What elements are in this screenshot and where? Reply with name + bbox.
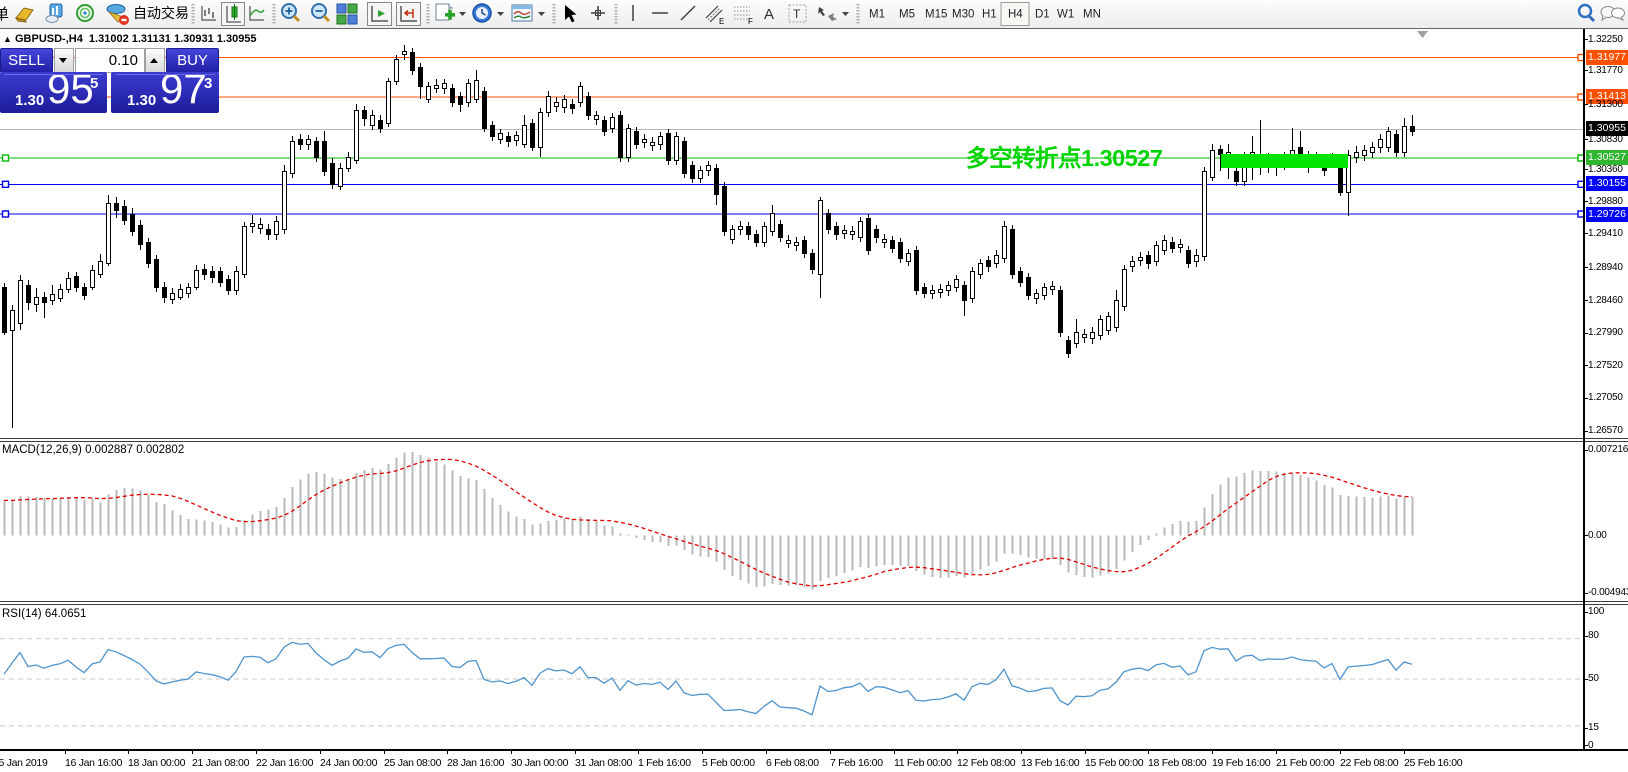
svg-text:H4: H4 <box>1008 9 1023 21</box>
svg-text:T: T <box>793 7 801 21</box>
svg-text:MN: MN <box>1083 9 1101 21</box>
svg-text:多空转折点1.30527: 多空转折点1.30527 <box>966 144 1163 171</box>
svg-text:M15: M15 <box>925 9 947 21</box>
svg-text:自动交易: 自动交易 <box>133 5 189 21</box>
svg-text:D1: D1 <box>1035 9 1050 21</box>
svg-text:M1: M1 <box>869 9 885 21</box>
svg-text:A: A <box>764 6 774 23</box>
svg-text:F: F <box>748 17 753 26</box>
svg-text:E: E <box>719 17 724 26</box>
svg-text:H1: H1 <box>982 9 997 21</box>
svg-text:W1: W1 <box>1057 9 1074 21</box>
svg-text:RSI(14) 64.0651: RSI(14) 64.0651 <box>2 608 86 620</box>
svg-text:M30: M30 <box>952 9 974 21</box>
svg-text:单: 单 <box>0 6 9 23</box>
svg-text:M5: M5 <box>899 9 915 21</box>
svg-text:MACD(12,26,9) 0.002887 0.00280: MACD(12,26,9) 0.002887 0.002802 <box>2 444 184 456</box>
